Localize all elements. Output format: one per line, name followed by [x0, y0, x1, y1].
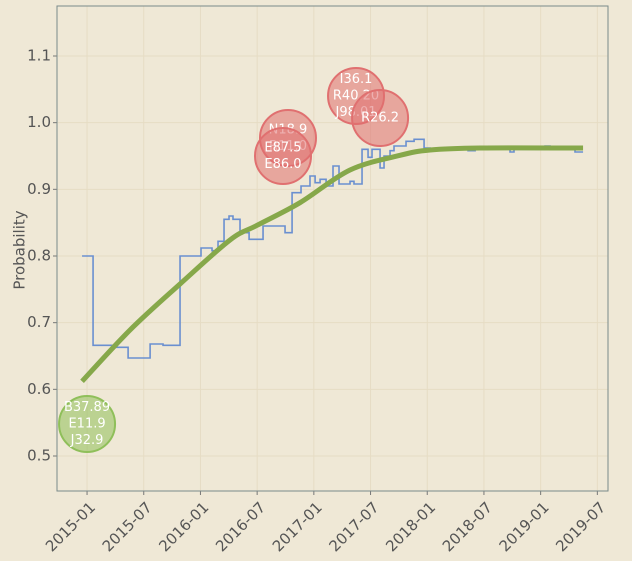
bubble-label: J32.9 [70, 433, 104, 448]
bubble [254, 127, 313, 185]
bubble-label: B37.89 [64, 400, 110, 415]
bubble-label: E87.5 [264, 140, 301, 155]
y-tick-label: 0.8 [27, 247, 51, 265]
y-axis-label: Probability [11, 210, 29, 289]
y-tick-label: 0.6 [27, 380, 51, 398]
bubble [351, 89, 410, 147]
y-tick-label: 0.9 [27, 180, 51, 198]
y-tick-label: 1.1 [27, 47, 51, 65]
bubble-label: E11.9 [68, 417, 105, 432]
series-line [80, 145, 584, 384]
y-tick-label: 0.5 [27, 447, 51, 465]
y-tick-label: 0.7 [27, 313, 51, 331]
bubble [58, 395, 117, 453]
bubble-label: R26.2 [361, 111, 399, 126]
bubble-label: I36.1 [340, 72, 373, 87]
y-tick-label: 1.0 [27, 113, 51, 131]
bubble-label: E86.0 [264, 157, 301, 172]
plot-frame [56, 5, 609, 492]
